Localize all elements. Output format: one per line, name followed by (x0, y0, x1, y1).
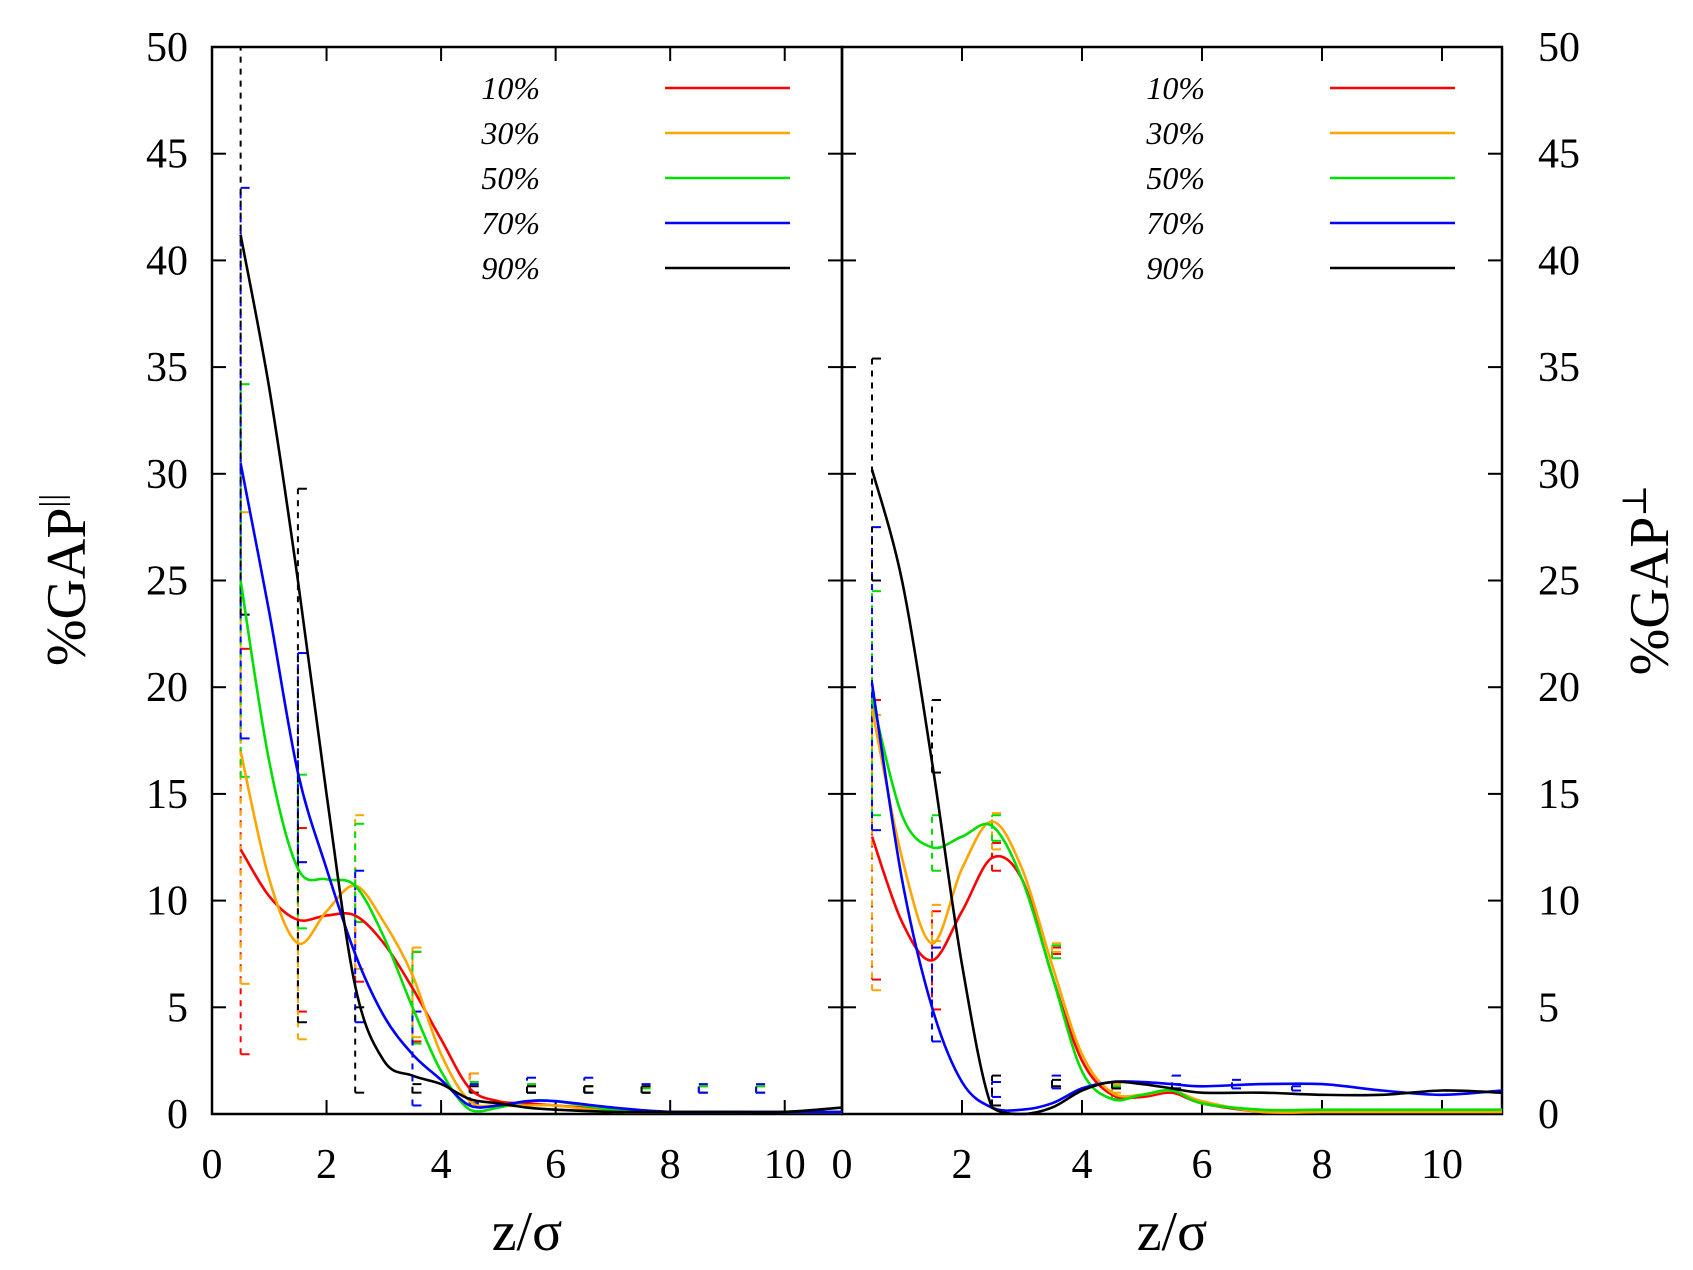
y-tick-label: 15 (146, 772, 188, 818)
y-tick-label: 35 (1538, 345, 1580, 391)
y-tick-label: 20 (1538, 665, 1580, 711)
left-y-axis-title-main: %GAP (36, 507, 98, 666)
y-tick-label: 5 (167, 985, 188, 1031)
y-tick-label: 45 (1538, 132, 1580, 178)
y-tick-label: 40 (146, 238, 188, 284)
y-tick-label: 50 (146, 25, 188, 71)
x-tick-label: 8 (1312, 1142, 1333, 1188)
y-tick-label: 15 (1538, 772, 1580, 818)
legend-label: 10% (1146, 70, 1205, 106)
y-tick-label: 30 (1538, 452, 1580, 498)
legend-label: 90% (1146, 250, 1205, 286)
legend-label: 10% (481, 70, 540, 106)
y-tick-label: 0 (1538, 1092, 1559, 1138)
x-tick-label: 10 (764, 1142, 806, 1188)
legend-label: 70% (1146, 205, 1205, 241)
right-y-axis-title-main: %GAP (1619, 517, 1681, 676)
legend-label: 50% (481, 160, 540, 196)
right-y-axis-title-sup: ⊥ (1617, 485, 1654, 517)
y-tick-label: 20 (146, 665, 188, 711)
x-tick-label: 0 (832, 1142, 853, 1188)
left-y-axis-title-sup: || (34, 494, 71, 508)
x-tick-label: 2 (316, 1142, 337, 1188)
y-tick-label: 50 (1538, 25, 1580, 71)
series-line-30pct (870, 708, 1502, 1114)
left-legend: 10% 30% 50% 70% 90% (480, 70, 790, 286)
y-tick-label: 5 (1538, 985, 1559, 1031)
y-tick-label: 45 (146, 132, 188, 178)
legend-label: 30% (1145, 115, 1205, 151)
y-tick-label: 25 (1538, 559, 1580, 605)
right-x-axis-title: z/σ (1137, 1201, 1208, 1263)
legend-label: 50% (1146, 160, 1205, 196)
y-tick-label: 10 (1538, 879, 1580, 925)
x-tick-label: 8 (660, 1142, 681, 1188)
right-legend: 10% 30% 50% 70% 90% (1145, 70, 1455, 286)
left-plot-area (239, 46, 843, 1114)
y-tick-label: 35 (146, 345, 188, 391)
x-tick-label: 6 (1192, 1142, 1213, 1188)
x-tick-label: 0 (202, 1142, 223, 1188)
y-tick-label: 25 (146, 559, 188, 605)
y-tick-label: 10 (146, 879, 188, 925)
legend-label: 70% (481, 205, 540, 241)
y-tick-label: 0 (167, 1092, 188, 1138)
x-tick-label: 4 (1072, 1142, 1093, 1188)
series-line-90pct (870, 469, 1503, 1116)
x-tick-label: 6 (545, 1142, 566, 1188)
left-x-axis-title: z/σ (492, 1201, 563, 1263)
y-tick-label: 30 (146, 452, 188, 498)
x-tick-label: 10 (1421, 1142, 1463, 1188)
x-tick-label: 4 (431, 1142, 452, 1188)
x-tick-label: 2 (952, 1142, 973, 1188)
y-tick-label: 40 (1538, 238, 1580, 284)
legend-label: 30% (480, 115, 540, 151)
left-y-axis-title: %GAP|| (34, 494, 98, 666)
axis-ticks: 0 2 4 6 8 10 0 5 10 15 20 25 30 35 40 45 50 0 2 4 6 8 10 0 5 10 15… (146, 25, 1580, 1188)
legend-label: 90% (481, 250, 540, 286)
right-plot-area (870, 357, 1503, 1116)
right-y-axis-title: %GAP⊥ (1617, 485, 1681, 676)
series-line-90pct (239, 234, 843, 1114)
